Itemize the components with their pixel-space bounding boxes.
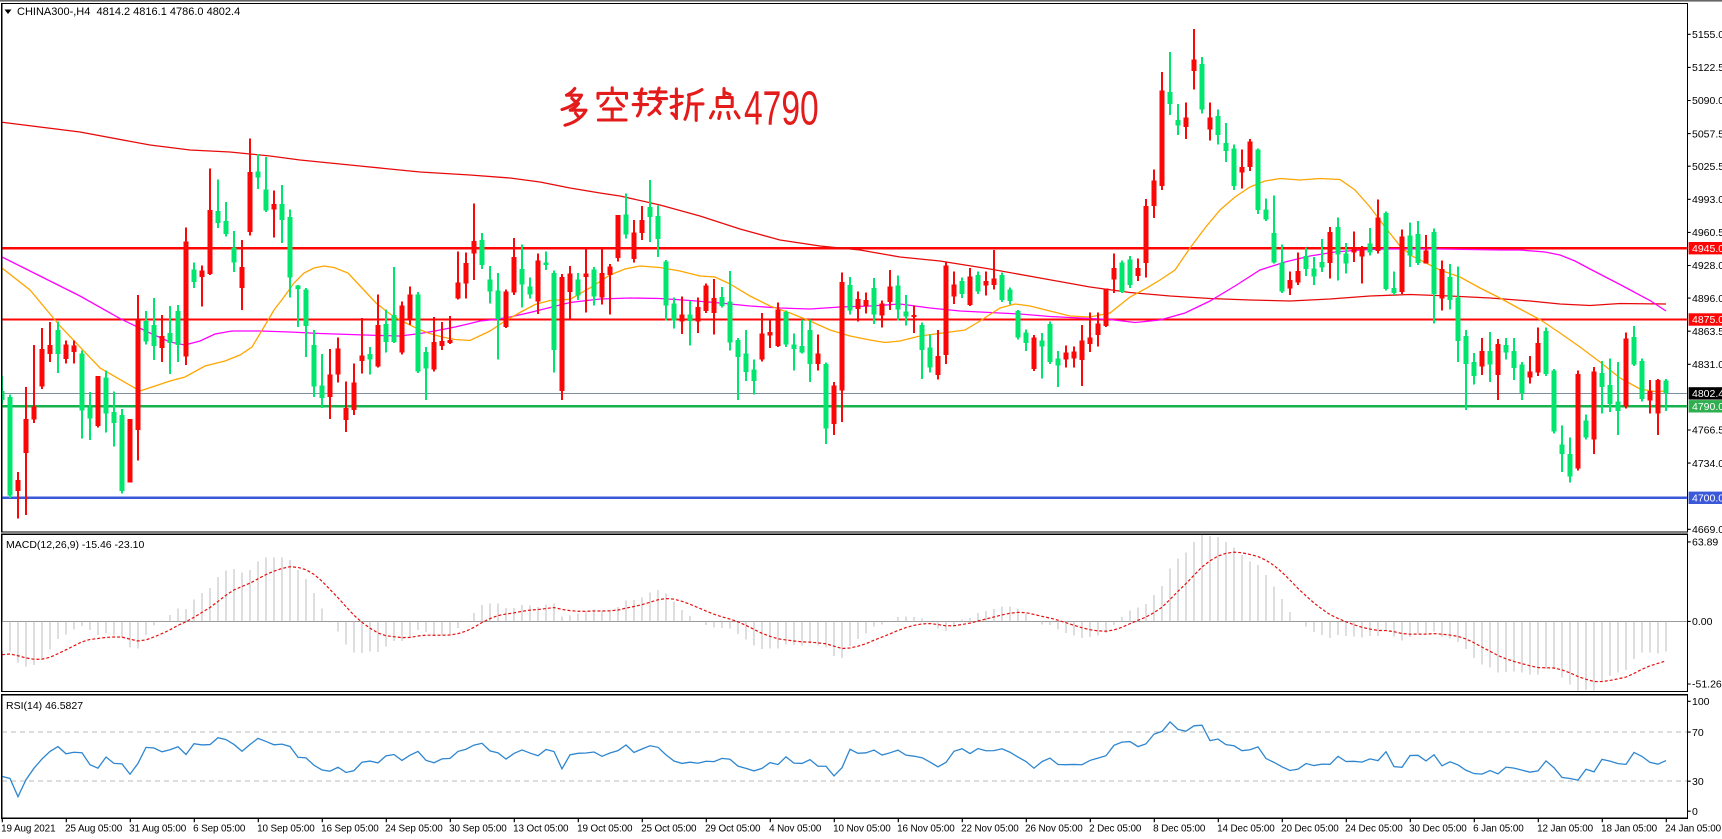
svg-text:0: 0 [1692, 806, 1698, 818]
svg-text:13 Oct 05:00: 13 Oct 05:00 [513, 823, 569, 834]
svg-text:19 Oct 05:00: 19 Oct 05:00 [577, 823, 633, 834]
svg-text:4875.0: 4875.0 [1692, 314, 1722, 326]
svg-text:16 Nov 05:00: 16 Nov 05:00 [897, 823, 955, 834]
svg-text:8 Dec 05:00: 8 Dec 05:00 [1153, 823, 1206, 834]
svg-text:30 Dec 05:00: 30 Dec 05:00 [1409, 823, 1467, 834]
svg-text:-51.26: -51.26 [1692, 679, 1722, 691]
svg-text:2 Dec 05:00: 2 Dec 05:00 [1089, 823, 1142, 834]
svg-text:24 Jan 05:00: 24 Jan 05:00 [1665, 823, 1722, 834]
svg-text:22 Nov 05:00: 22 Nov 05:00 [961, 823, 1019, 834]
svg-text:4928.0: 4928.0 [1692, 260, 1722, 272]
svg-text:25 Aug 05:00: 25 Aug 05:00 [65, 823, 123, 834]
svg-text:30 Sep 05:00: 30 Sep 05:00 [449, 823, 507, 834]
svg-text:CHINA300-,H4 4814.2 4816.1 47: CHINA300-,H4 4814.2 4816.1 4786.0 4802.4 [17, 6, 240, 18]
svg-text:4863.5: 4863.5 [1692, 326, 1722, 338]
svg-text:25 Oct 05:00: 25 Oct 05:00 [641, 823, 697, 834]
svg-text:4831.0: 4831.0 [1692, 359, 1722, 371]
svg-text:4 Nov 05:00: 4 Nov 05:00 [769, 823, 822, 834]
svg-text:5090.0: 5090.0 [1692, 95, 1722, 107]
svg-text:MACD(12,26,9) -15.46 -23.10: MACD(12,26,9) -15.46 -23.10 [6, 539, 144, 551]
svg-text:6 Jan 05:00: 6 Jan 05:00 [1473, 823, 1524, 834]
svg-text:4960.5: 4960.5 [1692, 227, 1722, 239]
svg-text:4945.0: 4945.0 [1692, 243, 1722, 255]
svg-text:4700.0: 4700.0 [1692, 493, 1722, 505]
svg-text:24 Dec 05:00: 24 Dec 05:00 [1345, 823, 1403, 834]
svg-text:12 Jan 05:00: 12 Jan 05:00 [1537, 823, 1594, 834]
svg-text:30: 30 [1692, 776, 1704, 788]
svg-text:16 Sep 05:00: 16 Sep 05:00 [321, 823, 379, 834]
svg-text:4896.0: 4896.0 [1692, 293, 1722, 305]
svg-text:RSI(14) 46.5827: RSI(14) 46.5827 [6, 700, 83, 712]
svg-text:10 Nov 05:00: 10 Nov 05:00 [833, 823, 891, 834]
svg-text:0.00: 0.00 [1692, 616, 1713, 628]
svg-text:70: 70 [1692, 727, 1704, 739]
svg-text:5057.5: 5057.5 [1692, 128, 1722, 140]
svg-text:20 Dec 05:00: 20 Dec 05:00 [1281, 823, 1339, 834]
svg-text:100: 100 [1692, 696, 1710, 708]
svg-text:31 Aug 05:00: 31 Aug 05:00 [129, 823, 187, 834]
svg-text:5025.5: 5025.5 [1692, 161, 1722, 173]
svg-text:14 Dec 05:00: 14 Dec 05:00 [1217, 823, 1275, 834]
svg-text:19 Aug 2021: 19 Aug 2021 [1, 823, 56, 834]
svg-text:4766.5: 4766.5 [1692, 425, 1722, 437]
svg-text:10 Sep 05:00: 10 Sep 05:00 [257, 823, 315, 834]
svg-text:4790.0: 4790.0 [1692, 401, 1722, 413]
svg-text:5122.5: 5122.5 [1692, 62, 1722, 74]
svg-text:63.89: 63.89 [1692, 537, 1718, 549]
svg-text:26 Nov 05:00: 26 Nov 05:00 [1025, 823, 1083, 834]
svg-text:5155.0: 5155.0 [1692, 29, 1722, 41]
svg-text:4669.0: 4669.0 [1692, 524, 1722, 536]
svg-text:4993.0: 4993.0 [1692, 194, 1722, 206]
svg-text:4802.4: 4802.4 [1692, 388, 1722, 400]
svg-text:6 Sep 05:00: 6 Sep 05:00 [193, 823, 246, 834]
svg-text:29 Oct 05:00: 29 Oct 05:00 [705, 823, 761, 834]
svg-text:18 Jan 05:00: 18 Jan 05:00 [1601, 823, 1658, 834]
svg-text:4734.0: 4734.0 [1692, 458, 1722, 470]
svg-text:4790: 4790 [744, 80, 819, 134]
svg-text:24 Sep 05:00: 24 Sep 05:00 [385, 823, 443, 834]
